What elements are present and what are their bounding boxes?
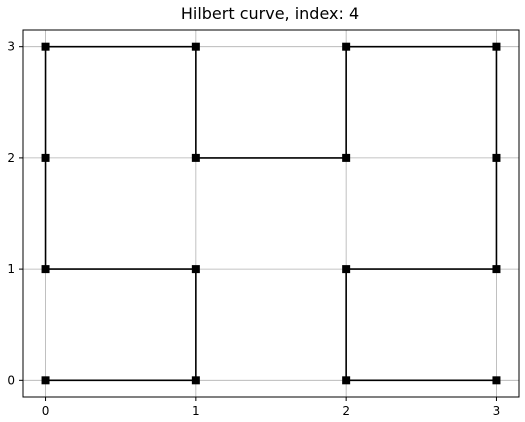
curve-lines xyxy=(44,45,498,382)
hilbert-curve-line xyxy=(44,45,498,382)
x-tick-label: 1 xyxy=(192,404,200,418)
curve-point-marker xyxy=(41,153,50,162)
curve-point-marker xyxy=(492,153,501,162)
curve-point-marker xyxy=(191,265,200,274)
curve-point-marker xyxy=(191,42,200,51)
curve-point-marker xyxy=(492,376,501,385)
curve-point-marker xyxy=(342,376,351,385)
y-tick-label: 1 xyxy=(7,262,15,276)
curve-point-marker xyxy=(41,265,50,274)
x-tick-label: 0 xyxy=(42,404,50,418)
plot-frame xyxy=(22,29,520,398)
y-tick-label: 2 xyxy=(7,151,15,165)
x-tick-label: 2 xyxy=(342,404,350,418)
curve-point-marker xyxy=(342,42,351,51)
axis-ticks: 0 1 2 3 0 1 2 3 xyxy=(7,40,500,418)
curve-point-marker xyxy=(41,42,50,51)
curve-point-marker xyxy=(191,153,200,162)
y-tick-label: 0 xyxy=(7,373,15,387)
curve-markers xyxy=(41,42,501,385)
chart-title: Hilbert curve, index: 4 xyxy=(181,4,359,23)
grid-lines xyxy=(23,30,519,397)
x-tick-label: 3 xyxy=(493,404,501,418)
y-tick-label: 3 xyxy=(7,40,15,54)
curve-point-marker xyxy=(492,42,501,51)
curve-point-marker xyxy=(342,265,351,274)
curve-point-marker xyxy=(492,265,501,274)
curve-point-marker xyxy=(342,153,351,162)
curve-point-marker xyxy=(41,376,50,385)
curve-point-marker xyxy=(191,376,200,385)
